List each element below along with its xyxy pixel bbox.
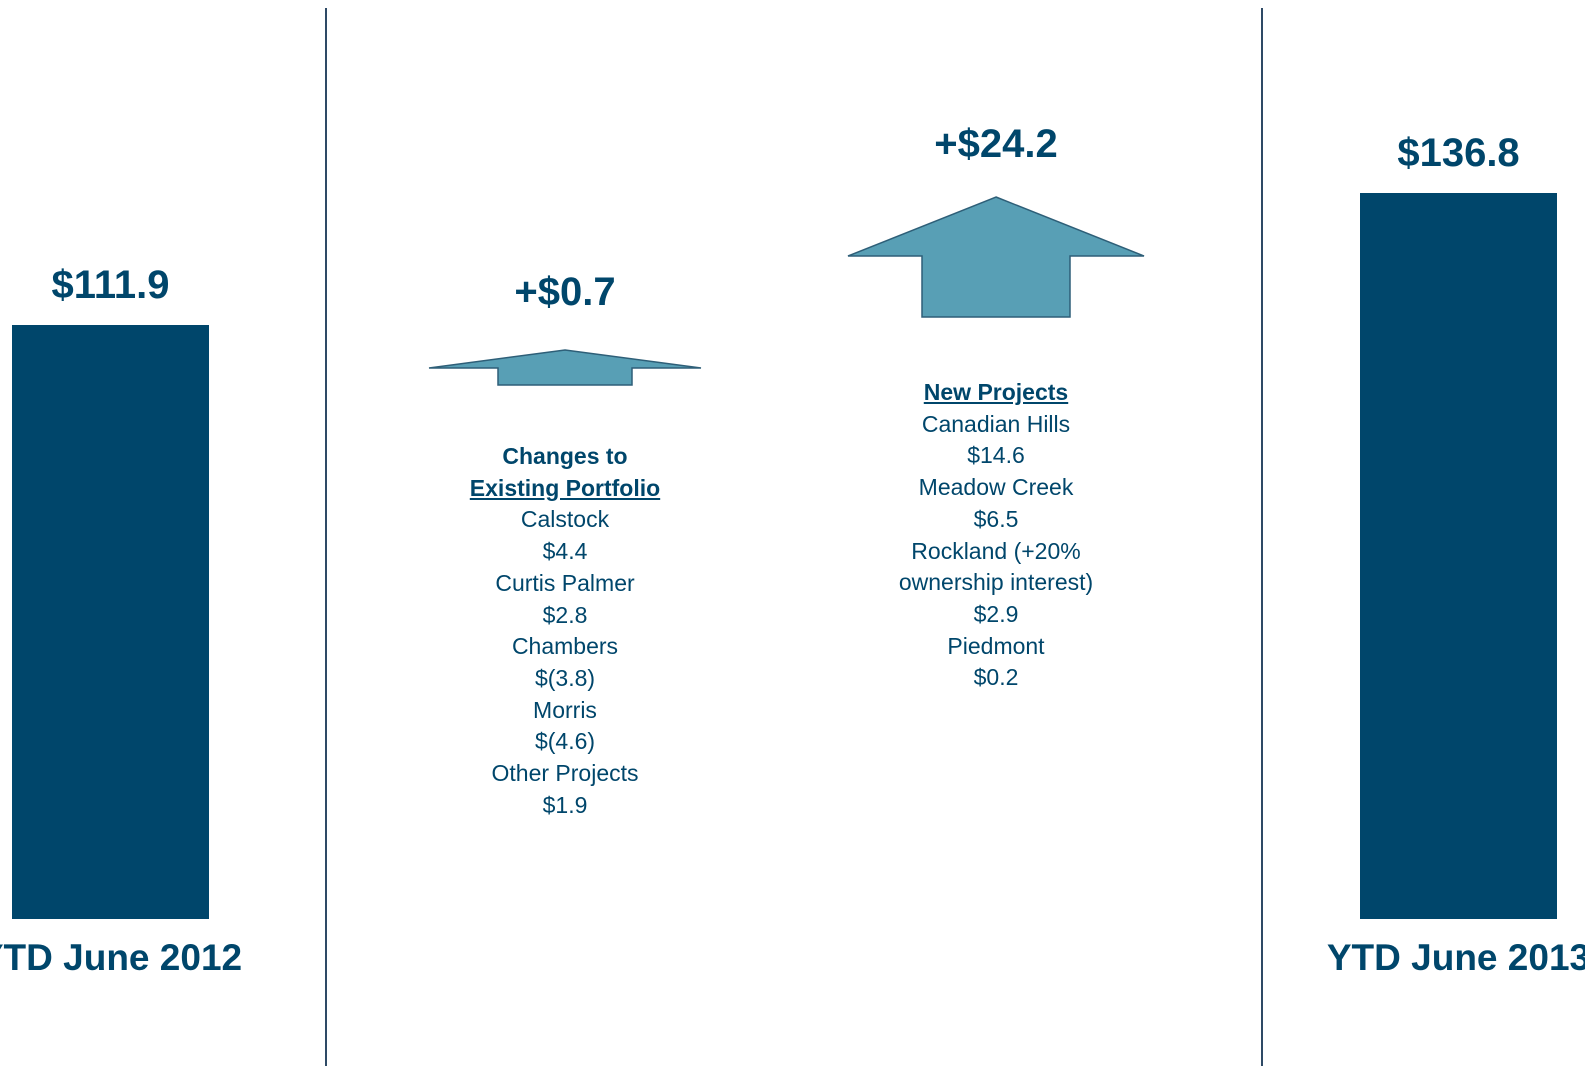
item-name: Meadow Creek (918, 474, 1074, 501)
change-label: +$24.2 (934, 122, 1058, 166)
divider (325, 8, 327, 1066)
item-amount: $14.6 (967, 442, 1025, 469)
item-name: Chambers (511, 633, 619, 660)
item-amount: $(3.8) (534, 664, 596, 691)
item-name: Morris (533, 696, 597, 723)
item-name: Piedmont (947, 632, 1045, 659)
item-amount: $2.9 (973, 600, 1019, 627)
change-label: +$0.7 (514, 270, 616, 314)
detail-list: New Projects Canadian Hills $14.6 Meadow Cr… (896, 377, 1096, 694)
value-label: $111.9 (51, 262, 170, 307)
change-arrow (428, 349, 702, 386)
item-name: Curtis Palmer (495, 569, 635, 596)
list-heading: New Projects (923, 379, 1069, 405)
bar (12, 324, 209, 919)
item-name: Calstock (520, 506, 610, 533)
category-label: YTD June 2013 (1326, 937, 1585, 978)
list-heading: Existing Portfolio (469, 474, 661, 501)
change-arrow (847, 196, 1145, 318)
item-name: Rockland (+20% ownership interest) (898, 537, 1094, 596)
list-heading: Changes to (502, 443, 628, 469)
item-amount: $1.9 (542, 791, 588, 818)
divider (1261, 8, 1263, 1066)
bar (1360, 192, 1557, 919)
item-amount: $6.5 (973, 505, 1019, 532)
item-name: Other Projects (491, 760, 639, 787)
item-amount: $(4.6) (534, 728, 596, 755)
detail-list: Changes to Existing Portfolio Calstock $4.4… (430, 441, 700, 821)
item-amount: $2.8 (542, 601, 588, 628)
value-label: $136.8 (1397, 130, 1520, 175)
item-name: Canadian Hills (921, 410, 1071, 437)
item-amount: $4.4 (542, 538, 588, 565)
item-amount: $0.2 (973, 664, 1019, 691)
category-label: YTD June 2012 (0, 937, 243, 978)
